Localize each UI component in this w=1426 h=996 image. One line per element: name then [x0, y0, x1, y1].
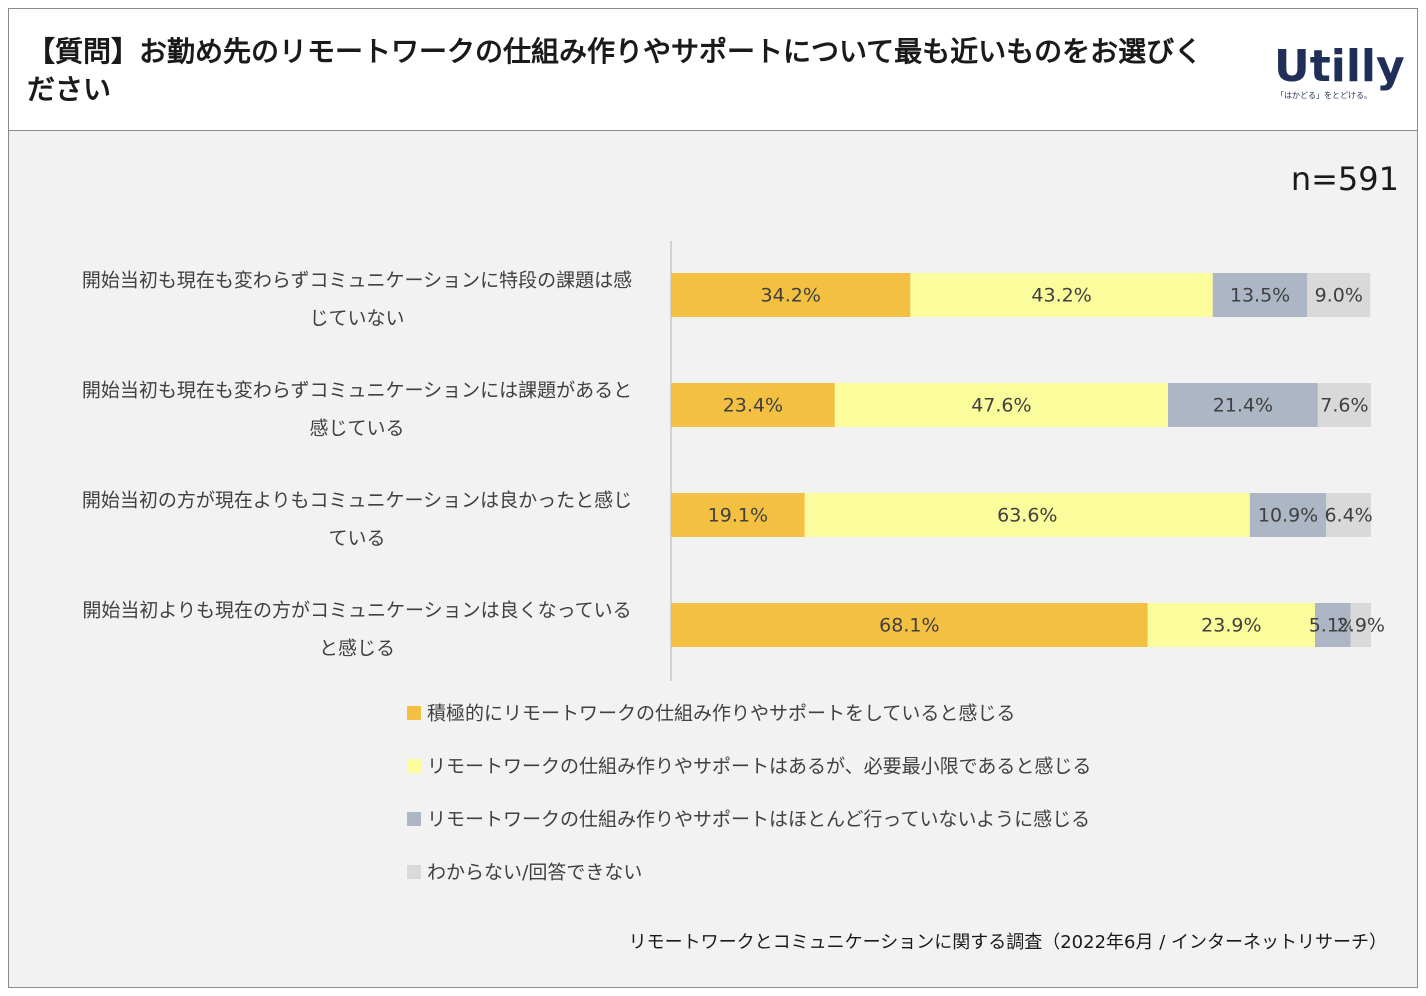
category-label: じていない: [309, 308, 404, 330]
bar-segment: [671, 273, 911, 317]
page-title: 【質問】お勤め先のリモートワークの仕組み作りやサポートについて最も近いものをお選…: [27, 35, 1203, 106]
bar-segment: [834, 383, 1168, 427]
bar-segment: [1307, 273, 1371, 317]
legend-swatch: [407, 865, 421, 879]
data-label: 9.0%: [1315, 285, 1363, 307]
bar-segment: [804, 493, 1250, 537]
category-label: 開始当初の方が現在よりもコミュニケーションは良かったと感じ: [82, 490, 632, 512]
data-label: 10.9%: [1258, 505, 1318, 527]
data-label: 5.1%: [1309, 615, 1357, 637]
bar-segment: [671, 493, 805, 537]
bar-segment: [1326, 493, 1371, 537]
logo-tagline: 「はかどる」をとどける。: [1276, 91, 1372, 100]
category-label: ている: [328, 528, 385, 550]
bar-segment: [1350, 603, 1371, 647]
legend-label: リモートワークの仕組み作りやサポートはほとんど行っていないように感じる: [427, 809, 1090, 831]
data-label: 34.2%: [761, 285, 821, 307]
data-label: 47.6%: [971, 395, 1031, 417]
data-label: 2.9%: [1337, 615, 1385, 637]
legend-label: わからない/回答できない: [427, 862, 642, 884]
chart-frame: 【質問】お勤め先のリモートワークの仕組み作りやサポートについて最も近いものをお選…: [8, 8, 1418, 988]
data-label: 6.4%: [1324, 505, 1372, 527]
bar-segment: [671, 603, 1148, 647]
category-label: と感じる: [319, 638, 395, 660]
legend-swatch: [407, 812, 421, 826]
bar-segment: [1317, 383, 1371, 427]
legend-label: 積極的にリモートワークの仕組み作りやサポートをしていると感じる: [427, 703, 1015, 725]
sample-size-label: n=591: [1290, 160, 1399, 198]
category-label: 感じている: [309, 418, 404, 440]
bar-segment: [1315, 603, 1351, 647]
bar-segment: [1168, 383, 1318, 427]
legend-swatch: [407, 759, 421, 773]
bar-segment: [1249, 493, 1327, 537]
header: 【質問】お勤め先のリモートワークの仕組み作りやサポートについて最も近いものをお選…: [9, 9, 1417, 131]
category-label: 開始当初も現在も変わらずコミュニケーションには課題があると: [82, 380, 632, 402]
data-label: 23.9%: [1201, 615, 1261, 637]
data-label: 68.1%: [879, 615, 939, 637]
legend-swatch: [407, 706, 421, 720]
data-label: 23.4%: [723, 395, 783, 417]
data-label: 13.5%: [1230, 285, 1290, 307]
utilly-logo: Utilly 「はかどる」をとどける。: [1274, 43, 1405, 103]
category-label: 開始当初よりも現在の方がコミュニケーションは良くなっている: [82, 600, 631, 622]
category-label: 開始当初も現在も変わらずコミュニケーションに特段の課題は感: [82, 270, 632, 292]
bar-segment: [671, 383, 835, 427]
bar-segment: [1147, 603, 1315, 647]
data-label: 43.2%: [1031, 285, 1091, 307]
logo-wordmark: Utilly: [1274, 41, 1405, 92]
data-label: 63.6%: [997, 505, 1057, 527]
bar-segment: [910, 273, 1213, 317]
data-label: 21.4%: [1213, 395, 1273, 417]
bar-segment: [1212, 273, 1308, 317]
data-label: 7.6%: [1320, 395, 1368, 417]
legend-label: リモートワークの仕組み作りやサポートはあるが、必要最小限であると感じる: [427, 756, 1091, 778]
source-footnote: リモートワークとコミュニケーションに関する調査（2022年6月 / インターネッ…: [628, 932, 1387, 953]
data-label: 19.1%: [708, 505, 768, 527]
